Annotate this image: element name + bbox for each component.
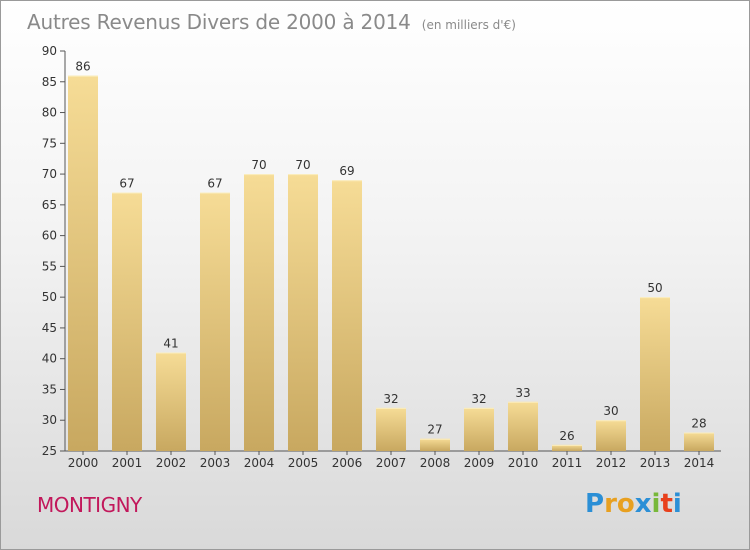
chart-title-block: Autres Revenus Divers de 2000 à 2014 (en… bbox=[27, 10, 516, 34]
bar bbox=[156, 352, 186, 451]
x-tick-label: 2003 bbox=[200, 456, 231, 470]
y-tick-label: 75 bbox=[42, 136, 57, 150]
x-tick-label: 2010 bbox=[508, 456, 539, 470]
y-tick-label: 70 bbox=[42, 167, 57, 181]
bar bbox=[332, 180, 362, 451]
bar-value-label: 67 bbox=[119, 177, 134, 191]
bar-value-label: 28 bbox=[691, 417, 706, 431]
x-tick-label: 2013 bbox=[640, 456, 671, 470]
logo-letter: i bbox=[672, 489, 682, 519]
bar bbox=[68, 75, 98, 451]
y-tick-label: 80 bbox=[42, 106, 57, 120]
bar bbox=[508, 401, 538, 451]
x-tick-label: 2011 bbox=[552, 456, 583, 470]
bar bbox=[244, 174, 274, 452]
bar bbox=[640, 297, 670, 451]
bar bbox=[464, 407, 494, 451]
bar-value-label: 50 bbox=[647, 281, 662, 295]
x-tick-label: 2006 bbox=[332, 456, 363, 470]
chart-subtitle: (en milliers d'€) bbox=[421, 18, 516, 32]
logo-letter: o bbox=[616, 489, 635, 519]
x-tick-label: 2000 bbox=[68, 456, 99, 470]
y-tick-label: 35 bbox=[42, 382, 57, 396]
x-tick-label: 2012 bbox=[596, 456, 627, 470]
bar bbox=[112, 192, 142, 452]
logo-letter: t bbox=[660, 489, 673, 519]
bar-value-label: 41 bbox=[163, 337, 178, 351]
bar-value-label: 30 bbox=[603, 404, 618, 418]
y-tick-label: 25 bbox=[42, 444, 57, 458]
city-label: MONTIGNY bbox=[37, 493, 142, 517]
bar bbox=[200, 192, 230, 452]
bar-value-label: 32 bbox=[471, 392, 486, 406]
x-tick-label: 2014 bbox=[684, 456, 715, 470]
bar-value-label: 67 bbox=[207, 177, 222, 191]
bar-value-label: 33 bbox=[515, 386, 530, 400]
bar bbox=[376, 407, 406, 451]
y-tick-label: 45 bbox=[42, 321, 57, 335]
bar-value-label: 26 bbox=[559, 429, 574, 443]
bar bbox=[420, 438, 450, 451]
bar-value-label: 32 bbox=[383, 392, 398, 406]
bar bbox=[596, 420, 626, 451]
x-tick-label: 2007 bbox=[376, 456, 407, 470]
x-tick-label: 2001 bbox=[112, 456, 143, 470]
y-tick-label: 65 bbox=[42, 198, 57, 212]
y-tick-label: 40 bbox=[42, 352, 57, 366]
logo-letter: i bbox=[651, 489, 661, 519]
y-tick-label: 30 bbox=[42, 413, 57, 427]
bar bbox=[288, 174, 318, 452]
bar-value-label: 69 bbox=[339, 164, 354, 178]
x-tick-label: 2009 bbox=[464, 456, 495, 470]
x-tick-label: 2005 bbox=[288, 456, 319, 470]
chart-title: Autres Revenus Divers de 2000 à 2014 bbox=[27, 10, 411, 34]
bar-value-label: 27 bbox=[427, 423, 442, 437]
y-tick-label: 60 bbox=[42, 229, 57, 243]
bar bbox=[552, 444, 582, 451]
bar-value-label: 86 bbox=[75, 60, 90, 74]
proxiti-logo: Proxiti bbox=[585, 489, 682, 519]
y-tick-label: 55 bbox=[42, 259, 57, 273]
bar-value-label: 70 bbox=[251, 158, 266, 172]
bar-value-label: 70 bbox=[295, 158, 310, 172]
bar bbox=[684, 432, 714, 451]
x-tick-label: 2002 bbox=[156, 456, 187, 470]
logo-letter: x bbox=[634, 489, 652, 519]
y-tick-label: 90 bbox=[42, 44, 57, 58]
y-tick-label: 85 bbox=[42, 75, 57, 89]
logo-letter: P bbox=[585, 489, 605, 519]
y-tick-label: 50 bbox=[42, 290, 57, 304]
x-tick-label: 2008 bbox=[420, 456, 451, 470]
logo-letter: r bbox=[604, 489, 617, 519]
x-tick-label: 2004 bbox=[244, 456, 275, 470]
